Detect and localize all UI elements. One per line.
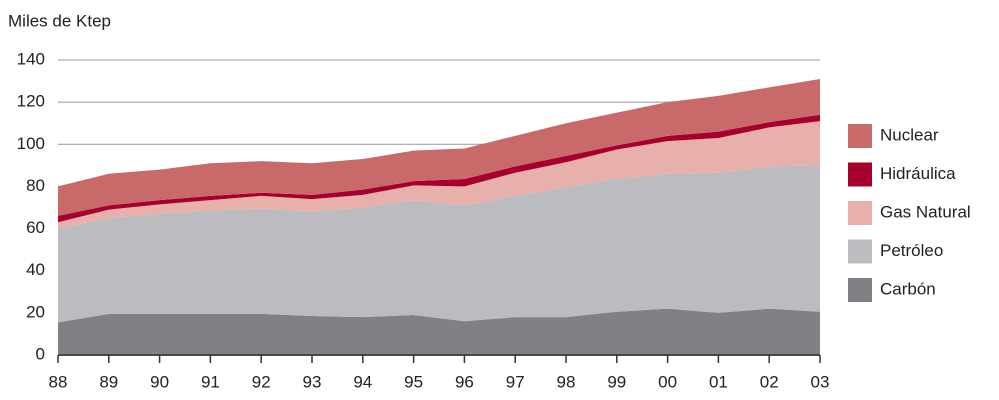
- x-tick-label: 92: [252, 372, 271, 391]
- x-tick-label: 03: [811, 372, 830, 391]
- legend-swatch: [848, 124, 872, 148]
- y-tick-label: 100: [17, 134, 45, 153]
- x-tick-label: 00: [658, 372, 677, 391]
- area: [58, 308, 820, 355]
- y-tick-label: 60: [26, 218, 45, 237]
- x-tick-label: 01: [709, 372, 728, 391]
- area: [58, 114, 820, 223]
- area: [58, 78, 820, 216]
- legend-label: Nuclear: [880, 125, 939, 144]
- y-tick-label: 0: [36, 344, 45, 363]
- x-tick-label: 96: [455, 372, 474, 391]
- x-tick-label: 88: [49, 372, 68, 391]
- chart-title: Miles de Ktep: [8, 11, 111, 30]
- legend-swatch: [848, 201, 872, 225]
- legend-swatch: [848, 162, 872, 187]
- legend-label: Hidráulica: [880, 164, 956, 183]
- x-tick-label: 89: [99, 372, 118, 391]
- x-tick-label: 90: [150, 372, 169, 391]
- x-tick-label: 97: [506, 372, 525, 391]
- legend-label: Carbón: [880, 279, 936, 298]
- legend-label: Gas Natural: [880, 202, 971, 221]
- x-tick-label: 98: [557, 372, 576, 391]
- legend-label: Petróleo: [880, 241, 943, 260]
- legend-swatch: [848, 239, 872, 264]
- y-tick-label: 20: [26, 302, 45, 321]
- area: [58, 165, 820, 323]
- x-tick-label: 94: [353, 372, 372, 391]
- x-tick-label: 02: [760, 372, 779, 391]
- x-tick-label: 95: [404, 372, 423, 391]
- x-tick-label: 91: [201, 372, 220, 391]
- y-tick-label: 120: [17, 92, 45, 111]
- area: [58, 121, 820, 229]
- y-tick-label: 40: [26, 260, 45, 279]
- legend-swatch: [848, 278, 872, 302]
- x-tick-label: 93: [303, 372, 322, 391]
- y-tick-label: 140: [17, 49, 45, 68]
- x-tick-label: 99: [607, 372, 626, 391]
- y-tick-label: 80: [26, 176, 45, 195]
